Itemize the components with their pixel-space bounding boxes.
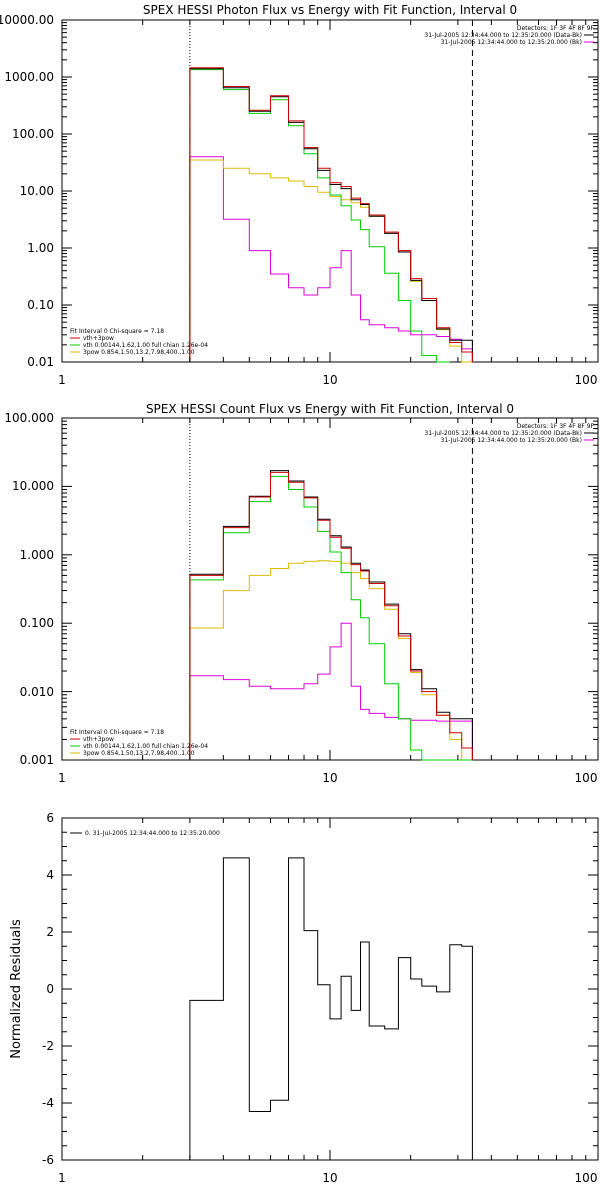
x-tick-label: 100 [575,771,598,785]
series-bk-line [189,622,473,760]
x-tick-label: 1 [58,373,66,387]
data-bk-label: 31-Jul-2005 12:34:44.000 to 12:35:20.000… [424,430,582,437]
y-tick-label: -2 [42,1039,54,1053]
series-bk-line [189,156,473,362]
count-flux-panel: SPEX HESSI Count Flux vs Energy with Fit… [4,402,599,785]
residuals-legend-label: 0. 31-Jul-2005 12:34:44.000 to 12:35:20.… [85,830,220,837]
fit-legend: Fit Interval 0 Chi-square = 7.18 vth+3po… [70,328,208,356]
series-residuals-line [189,857,473,1160]
y-tick-label: 1.000 [20,548,54,562]
y-tick-label: -6 [42,1153,54,1167]
plot-marks [189,418,473,761]
y-tick-labels: 6 4 2 0 -2 -4 -6 [42,811,54,1167]
plot-marks [189,20,473,363]
residuals-legend: 0. 31-Jul-2005 12:34:44.000 to 12:35:20.… [70,830,220,837]
x-tick-labels: 1 10 100 [58,1171,597,1185]
fit-legend: Fit Interval 0 Chi-square = 7.18 vth+3po… [70,729,208,757]
tick-marks [61,418,598,761]
y-tick-label: 10.00 [20,184,54,198]
sum-label: vth+3pow [83,335,114,342]
residuals-panel: 6 4 2 0 -2 -4 -6 1 10 100 Normalized Res… [9,811,599,1185]
x-tick-label: 10 [322,373,337,387]
detector-header: Detectors: 1F 3F 4F 8F 9F 31-Jul-2005 12… [424,25,594,46]
vth-label: vth 0.00144,1.62,1.00 full chian 1.26e-0… [83,743,208,750]
bk-label: 31-Jul-2005 12:34:44.000 to 12:35:20.000… [441,437,582,444]
x-tick-label: 100 [575,373,598,387]
panel-title: SPEX HESSI Count Flux vs Energy with Fit… [146,402,514,416]
y-tick-label: 2 [46,925,54,939]
y-tick-label: 0.010 [20,685,54,699]
x-tick-label: 10 [322,771,337,785]
x-tick-labels: 1 10 100 [58,373,597,387]
series-vth-line [189,69,450,363]
detectors-label: Detectors: 1F 3F 4F 8F 9F [517,25,595,32]
x-tick-label: 10 [322,1171,337,1185]
photon-flux-panel: SPEX HESSI Photon Flux vs Energy with Fi… [0,3,599,387]
series-vth-3pow-line [189,67,473,362]
y-tick-label: 100.00 [12,127,54,141]
fit-interval-label: Fit Interval 0 Chi-square = 7.18 [70,328,164,335]
3pow-label: 3pow 0.854,1.50,13.2,7.98,400.,1.00 [83,349,195,356]
y-tick-label: 0.100 [20,616,54,630]
y-tick-label: 1000.00 [4,70,54,84]
x-tick-label: 100 [575,1171,598,1185]
y-tick-labels: 10000.00 1000.00 100.00 10.00 1.00 0.10 … [0,13,54,369]
y-tick-label: 10.000 [12,479,54,493]
y-tick-label: 1.00 [27,241,54,255]
x-tick-label: 1 [58,1171,66,1185]
y-tick-label: 6 [46,811,54,825]
x-tick-labels: 1 10 100 [58,771,597,785]
y-tick-label: 0.01 [27,355,54,369]
plot-marks [189,857,473,1160]
y-tick-label: 10000.00 [0,13,54,27]
y-tick-label: 0.001 [20,753,54,767]
x-tick-label: 1 [58,771,66,785]
panel-title: SPEX HESSI Photon Flux vs Energy with Fi… [143,3,517,17]
y-tick-label: 4 [46,868,54,882]
data-bk-label: 31-Jul-2005 12:34:44.000 to 12:35:20.000… [424,32,582,39]
fit-interval-label: Fit Interval 0 Chi-square = 7.18 [70,729,164,736]
detectors-label: Detectors: 1F 3F 4F 8F 9F [517,423,595,430]
vth-label: vth 0.00144,1.62,1.00 full chian 1.26e-0… [83,342,208,349]
3pow-label: 3pow 0.854,1.50,13.2,7.98,400.,1.00 [83,750,195,757]
y-tick-label: 0 [46,982,54,996]
y-tick-label: 100.000 [4,411,54,425]
bk-label: 31-Jul-2005 12:34:44.000 to 12:35:20.000… [441,39,582,46]
series-vth-line [189,475,473,761]
y-axis-label: Normalized Residuals [9,919,24,1059]
sum-label: vth+3pow [83,736,114,743]
series-vth-3pow-line [189,471,473,760]
tick-marks [61,20,598,363]
y-tick-label: -4 [42,1096,54,1110]
tick-marks [61,817,598,1161]
y-tick-labels: 100.000 10.000 1.000 0.100 0.010 0.001 [4,411,54,767]
detector-header: Detectors: 1F 3F 4F 8F 9F 31-Jul-2005 12… [424,423,594,444]
y-tick-label: 0.10 [27,298,54,312]
